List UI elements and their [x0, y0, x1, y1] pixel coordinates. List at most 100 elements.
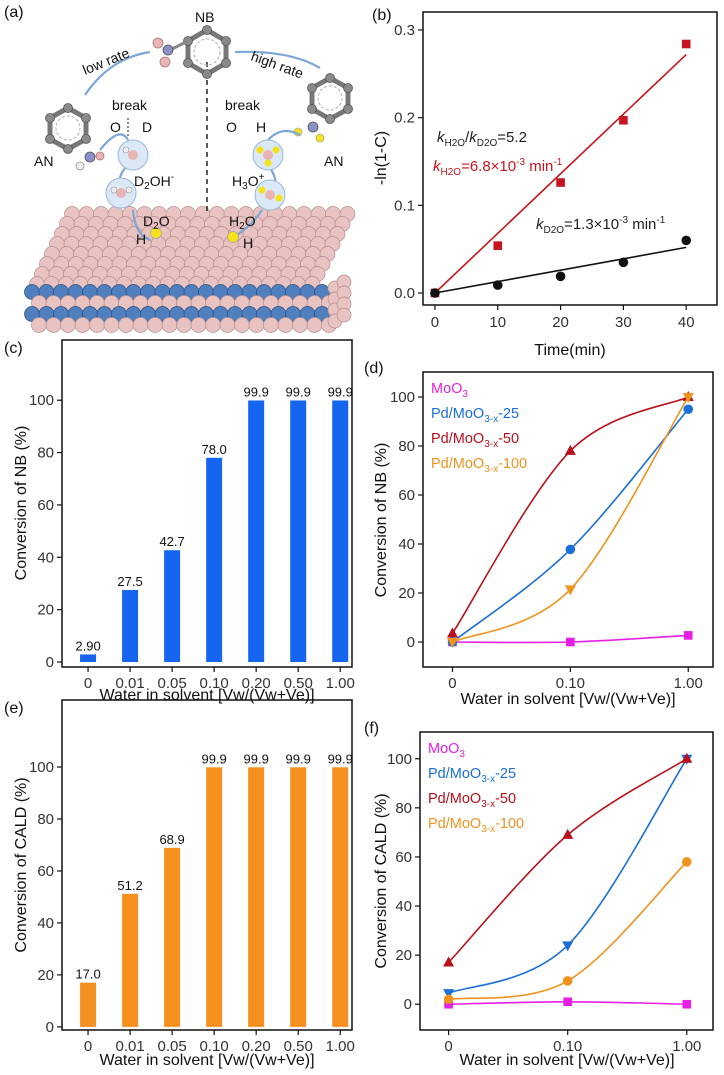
bar-value-label: 17.0	[75, 967, 100, 982]
surface-atom	[292, 317, 308, 333]
bar	[248, 400, 265, 663]
text-span: -1	[553, 157, 562, 168]
bar	[332, 400, 349, 663]
data-point-d2o	[555, 271, 566, 282]
x-tick-label: 1.00	[674, 675, 703, 692]
data-point-series-3	[562, 976, 573, 986]
text-span: Pd/MoO	[431, 456, 484, 472]
y-tick-label: 60	[37, 497, 54, 514]
series-line-2	[447, 758, 688, 964]
text-span: =6.8×10	[461, 158, 516, 175]
y-tick-label: 20	[37, 602, 54, 619]
data-point-series-0	[566, 637, 575, 647]
bar	[80, 654, 97, 663]
catalyst-surface-slab	[24, 206, 356, 333]
surface-hydrogen-left-icon	[150, 227, 162, 239]
bar-value-label: 68.9	[159, 832, 184, 847]
text-span: -1	[656, 215, 665, 226]
bar	[80, 982, 97, 1027]
text-span: D2O	[477, 138, 498, 149]
bar-value-label: 99.9	[244, 751, 269, 766]
data-point-h2o	[556, 178, 565, 187]
text-span: 3-x	[484, 439, 498, 450]
x-tick-label: 0.10	[556, 675, 585, 692]
chart-b: (b) 0.0 0.1 0.2 0.3 0 10 20 30 40 Time(min) -ln(1-C…	[372, 7, 718, 359]
panel-label: (c)	[4, 340, 23, 357]
bar-value-label: 27.5	[117, 574, 142, 589]
k-d2o-annotation: kD2O=1.3×10-3 min-1	[536, 215, 666, 236]
x-tick-label: 0.10	[200, 675, 229, 692]
text-span: MoO	[431, 381, 462, 397]
bar	[332, 767, 349, 1027]
y-tick-label: 80	[395, 800, 412, 817]
x-axis-title: Water in solvent [Vw/(Vw+Ve)]	[459, 1052, 674, 1069]
surface-atom	[74, 317, 91, 333]
legend-entry: Pd/MoO3-x-25	[431, 406, 519, 425]
text-span: H2O	[441, 167, 462, 178]
surface-atom	[45, 317, 62, 333]
text-span: 3-x	[481, 774, 495, 785]
text-span: =1.3×10	[564, 216, 619, 233]
y-tick-label: 0.1	[394, 197, 415, 214]
d2o-label: D2O	[143, 213, 170, 232]
plot-frame	[419, 731, 714, 1031]
x-axis-title: Time(min)	[534, 342, 605, 359]
y-tick-label: 0.0	[394, 285, 415, 302]
x-tick-label: 1.00	[326, 675, 355, 692]
text-span: Pd/MoO	[428, 791, 481, 807]
x-tick-label: 0.50	[284, 1038, 313, 1055]
text-span: -50	[495, 791, 516, 807]
an-molecule-left-icon	[45, 103, 105, 171]
x-tick-label: 20	[552, 314, 569, 331]
text-span: 3-x	[481, 799, 495, 810]
data-point-d2o	[430, 288, 440, 298]
x-tick-label: 0	[84, 1038, 92, 1055]
text-span: H2O	[445, 138, 466, 149]
chart-c: (c) 0 20 40 60 80 100 0 0.01 0.05 0.10 0.20 0.50 1.00…	[4, 339, 355, 704]
x-tick-label: 0	[444, 1038, 452, 1055]
surface-hydrogen-right-icon	[227, 231, 239, 243]
x-tick-label: 0.10	[200, 1038, 229, 1055]
panel-a-label: (a)	[4, 4, 24, 21]
data-point-series-3	[446, 638, 458, 649]
fit-line-h2o	[434, 53, 687, 294]
bar-value-label: 78.0	[201, 442, 226, 457]
text-span: -25	[498, 406, 519, 422]
x-tick-label: 30	[615, 314, 632, 331]
y-tick-label: 60	[37, 863, 54, 880]
bar-value-label: 2.90	[75, 638, 100, 653]
data-point-series-2	[443, 956, 455, 967]
x-tick-label: 0.01	[115, 675, 144, 692]
surface-atom	[60, 317, 76, 333]
x-tick-label: 0	[84, 675, 92, 692]
bar	[122, 590, 139, 663]
text-span: -3	[619, 215, 628, 226]
data-point-d2o	[492, 280, 503, 290]
an-right-label: AN	[324, 153, 343, 169]
bar-value-label: 99.9	[286, 384, 311, 399]
x-tick-label: 0	[448, 675, 456, 692]
panel-label: (d)	[364, 360, 384, 377]
bar-value-label: 99.9	[286, 751, 311, 766]
data-point-series-3	[682, 392, 694, 403]
y-axis-title: Conversion of NB (%)	[13, 426, 30, 581]
surface-atom	[336, 307, 352, 323]
o-right-label: O	[226, 119, 237, 135]
text-span: -100	[498, 456, 527, 472]
y-tick-label: 0.3	[394, 22, 415, 39]
y-tick-label: 60	[398, 487, 415, 504]
y-axis-title: -ln(1-C)	[373, 131, 390, 185]
surface-atom	[147, 317, 163, 333]
surface-atom	[103, 317, 120, 333]
data-point-series-0	[683, 631, 693, 640]
text-span: 3-x	[484, 464, 498, 475]
k-h2o-annotation: kH2O=6.8×10-3 min-1	[433, 157, 563, 178]
surface-atom	[234, 317, 250, 333]
legend-entry: Pd/MoO3-x-25	[428, 766, 516, 785]
bar	[206, 457, 223, 663]
bar	[290, 767, 307, 1027]
text-span: 3-x	[481, 824, 495, 835]
data-point-series-2	[446, 627, 458, 638]
h-right-label: H	[256, 119, 266, 135]
